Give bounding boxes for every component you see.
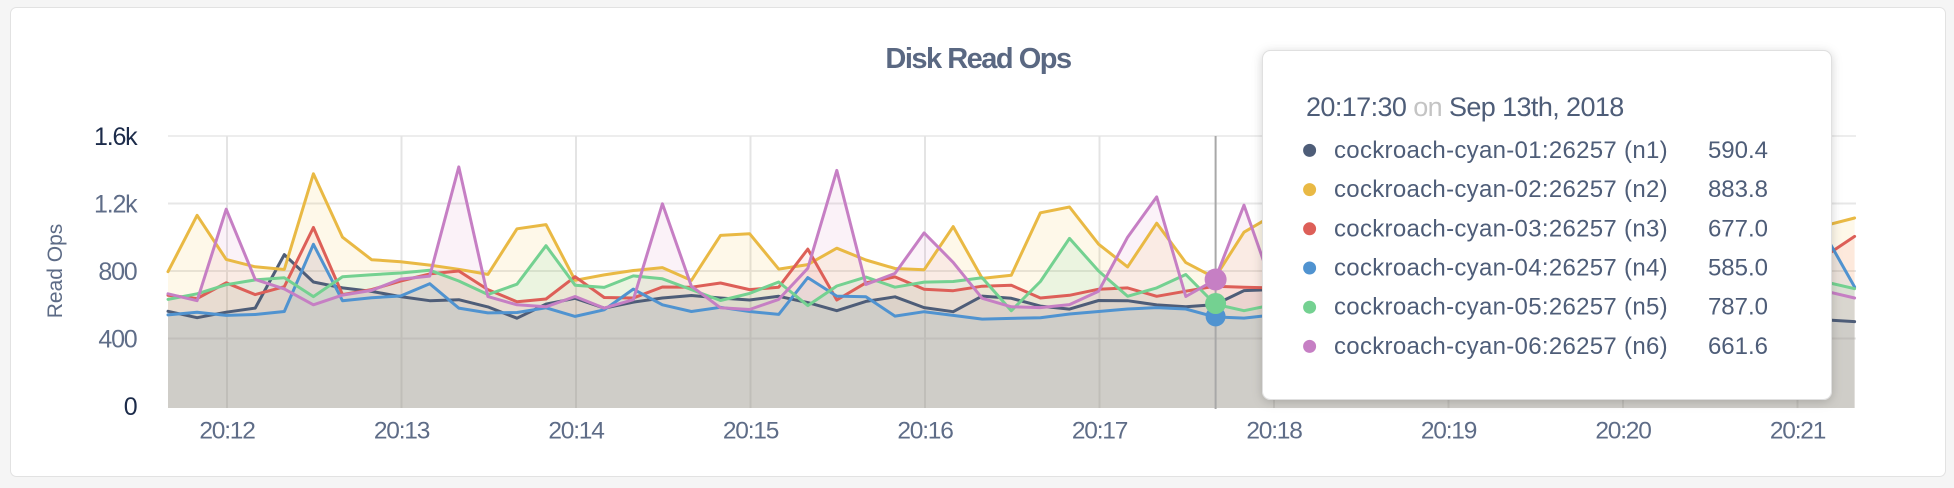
svg-text:20:18: 20:18	[1246, 418, 1302, 445]
svg-text:585.0: 585.0	[1708, 255, 1768, 282]
svg-text:20:15: 20:15	[723, 418, 779, 445]
svg-text:800: 800	[98, 258, 136, 286]
svg-text:787.0: 787.0	[1708, 294, 1768, 321]
svg-text:20:17:30 on Sep 13th, 2018: 20:17:30 on Sep 13th, 2018	[1306, 92, 1624, 122]
svg-text:20:13: 20:13	[374, 418, 430, 445]
svg-text:20:16: 20:16	[897, 418, 953, 445]
svg-text:20:20: 20:20	[1595, 418, 1651, 445]
svg-text:20:21: 20:21	[1770, 418, 1826, 445]
svg-text:Disk Read Ops: Disk Read Ops	[885, 43, 1071, 75]
svg-text:400: 400	[98, 326, 136, 354]
svg-text:1.2k: 1.2k	[94, 191, 138, 219]
svg-text:0: 0	[124, 393, 137, 421]
svg-text:cockroach-cyan-06:26257 (n6): cockroach-cyan-06:26257 (n6)	[1334, 333, 1668, 360]
svg-text:20:12: 20:12	[199, 418, 255, 445]
svg-text:cockroach-cyan-02:26257 (n2): cockroach-cyan-02:26257 (n2)	[1334, 176, 1668, 203]
svg-text:cockroach-cyan-01:26257 (n1): cockroach-cyan-01:26257 (n1)	[1334, 137, 1668, 164]
svg-text:cockroach-cyan-03:26257 (n3): cockroach-cyan-03:26257 (n3)	[1334, 215, 1668, 242]
svg-text:20:14: 20:14	[548, 418, 604, 445]
svg-text:20:17: 20:17	[1072, 418, 1128, 445]
svg-text:590.4: 590.4	[1708, 137, 1768, 164]
svg-text:cockroach-cyan-04:26257 (n4): cockroach-cyan-04:26257 (n4)	[1334, 255, 1668, 282]
svg-text:883.8: 883.8	[1708, 176, 1768, 203]
svg-text:Read Ops: Read Ops	[44, 224, 67, 319]
svg-text:cockroach-cyan-05:26257 (n5): cockroach-cyan-05:26257 (n5)	[1334, 294, 1668, 321]
svg-text:661.6: 661.6	[1708, 333, 1768, 360]
svg-text:677.0: 677.0	[1708, 215, 1768, 242]
svg-text:20:19: 20:19	[1421, 418, 1477, 445]
svg-text:1.6k: 1.6k	[94, 123, 138, 151]
